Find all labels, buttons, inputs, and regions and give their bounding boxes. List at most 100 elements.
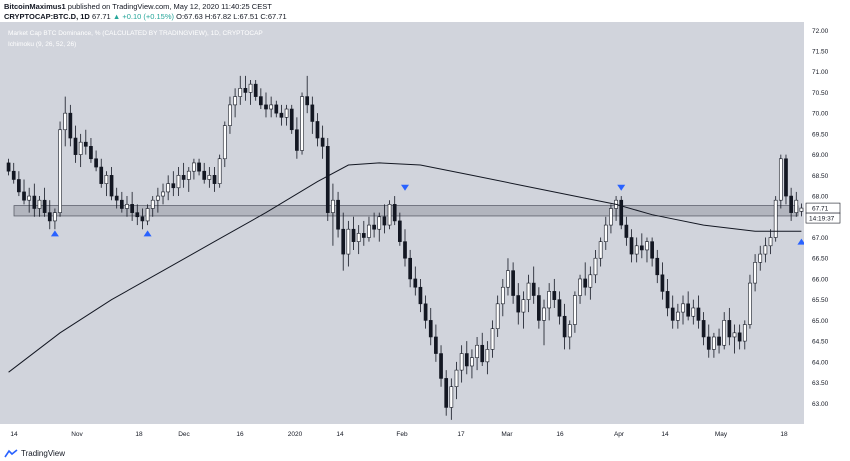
price-tick-label: 64.00 (812, 359, 829, 366)
candle-body (480, 344, 485, 363)
time-tick-label: Feb (396, 431, 408, 438)
symbol-name[interactable]: CRYPTOCAP:BTC.D, 1D (4, 12, 90, 21)
candle-body (557, 299, 562, 317)
candle-body (228, 104, 232, 126)
candle-body (531, 282, 536, 296)
candle-body (727, 320, 732, 338)
candle-body (156, 195, 160, 201)
candle-body (109, 175, 114, 197)
candle-body (670, 307, 675, 321)
time-tick-label: Nov (71, 431, 83, 438)
change-value: ▲ +0.10 (+0.15%) (112, 12, 175, 21)
candle-body (660, 274, 665, 292)
candle-body (325, 146, 330, 213)
candle-body (665, 291, 670, 309)
brand-name[interactable]: TradingView (21, 448, 66, 458)
price-tick-label: 66.50 (812, 256, 829, 263)
candle-body (351, 228, 356, 242)
candlestick-chart[interactable]: Market Cap BTC Dominance, % (CALCULATED … (0, 22, 850, 444)
candle-body (763, 245, 768, 255)
price-tick-label: 63.00 (812, 401, 829, 408)
candle-body (264, 104, 268, 110)
symbol-line: CRYPTOCAP:BTC.D, 1D 67.71 ▲ +0.10 (+0.15… (4, 12, 844, 22)
candle-body (506, 270, 510, 288)
candle-body (753, 262, 757, 284)
candle-body (161, 191, 165, 197)
candle-body (562, 315, 567, 338)
up-arrow-marker (50, 230, 59, 237)
chart-header: BitcoinMaximus1 published on TradingView… (4, 2, 844, 30)
candle-body (681, 303, 685, 313)
candle-body (47, 212, 52, 222)
time-tick-label: 18 (780, 431, 788, 438)
candle-body (119, 199, 124, 209)
candle-body (639, 245, 644, 251)
candle-body (567, 324, 572, 338)
overlay-title: Market Cap BTC Dominance, % (CALCULATED … (8, 30, 263, 37)
candle-body (686, 303, 691, 317)
moving-average-line (8, 162, 802, 373)
candle-body (398, 220, 402, 242)
candle-body (94, 158, 98, 168)
candle-body (238, 88, 243, 97)
price-tick-label: 70.50 (812, 90, 829, 97)
candle-body (114, 195, 119, 201)
candle-body (284, 108, 289, 118)
candle-body (89, 146, 93, 160)
candle-body (495, 303, 500, 329)
candle-body (310, 104, 315, 122)
pivot-markers (50, 184, 806, 245)
candle-body (423, 303, 428, 321)
candle-body (732, 332, 737, 338)
candle-body (295, 129, 299, 151)
time-tick-label: 16 (556, 431, 564, 438)
candle-body (135, 212, 140, 218)
candle-body (691, 307, 696, 317)
time-axis[interactable]: 14 Nov 18 Dec 16 2020 14 Feb 17 Mar 16 Apr 14 May 18 (0, 424, 804, 444)
candle-body (58, 129, 62, 213)
candle-body (53, 212, 57, 222)
candle-body (773, 199, 778, 238)
candle-body (259, 96, 263, 106)
candle-body (578, 278, 582, 296)
candle-body (408, 257, 412, 280)
candle-body (475, 344, 479, 358)
candle-body (655, 257, 660, 276)
candle-body (305, 96, 310, 106)
author-name[interactable]: BitcoinMaximus1 (4, 2, 66, 11)
candle-body (387, 204, 392, 226)
candle-body (248, 83, 253, 93)
candle-body (742, 324, 747, 342)
ohlc-values: O:67.63 H:67.82 L:67.51 C:67.71 (176, 12, 287, 21)
price-tick-label: 71.00 (812, 69, 829, 76)
time-axis-background (0, 424, 804, 444)
candle-body (537, 295, 541, 321)
candle-body (392, 204, 397, 222)
time-tick-label: 16 (236, 431, 244, 438)
candle-body (516, 295, 521, 313)
chart-area[interactable]: Market Cap BTC Dominance, % (CALCULATED … (0, 22, 850, 444)
candle-body (217, 158, 222, 184)
price-axis-background (804, 22, 850, 444)
candle-body (243, 88, 248, 93)
last-value: 67.71 (91, 12, 111, 21)
candle-body (583, 278, 588, 288)
candle-body (37, 199, 42, 209)
time-tick-label: 14 (10, 431, 18, 438)
candle-body (197, 162, 201, 172)
candle-body (634, 245, 639, 255)
candle-body (449, 386, 454, 408)
candle-body (748, 282, 752, 325)
candle-body (722, 320, 727, 346)
candle-body (573, 295, 577, 325)
candle-body (418, 286, 423, 305)
candle-body (413, 278, 418, 288)
candle-body (434, 336, 438, 354)
candle-body (706, 336, 711, 350)
candle-body (701, 320, 706, 338)
candle-body (470, 357, 474, 367)
candle-body (212, 175, 217, 184)
price-tick-label: 69.50 (812, 131, 829, 138)
candle-body (22, 191, 26, 201)
price-axis[interactable]: 72.00 71.50 71.00 70.50 70.00 69.50 69.00 68.50… (804, 22, 850, 444)
